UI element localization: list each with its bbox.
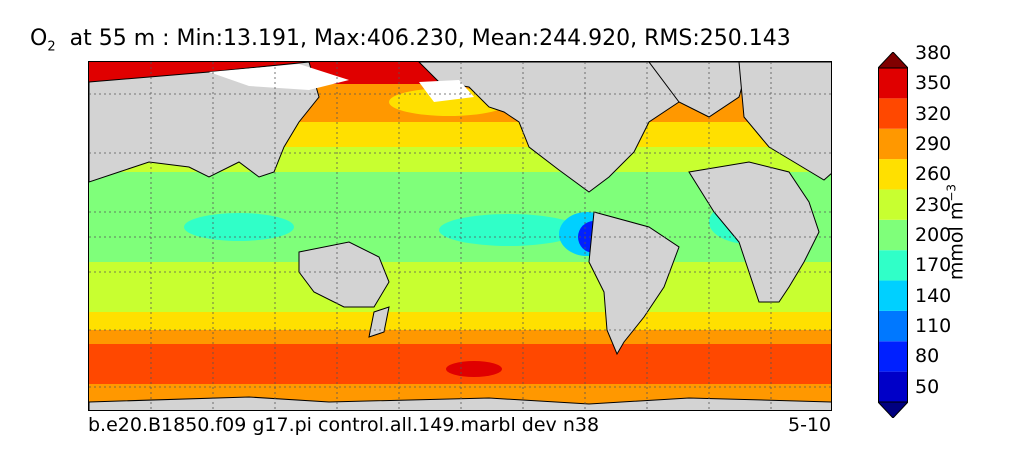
colorbar-tick-label: 350 <box>915 72 952 95</box>
colorbar-tick-label: 140 <box>915 284 952 307</box>
antarctica <box>89 396 831 410</box>
plot-title: O2 at 55 m : Min:13.191, Max:406.230, Me… <box>30 26 791 54</box>
indian-ocean-omz <box>184 213 294 241</box>
colorbar-segment <box>878 250 908 281</box>
colorbar-unit-label: mmol m−3 <box>944 183 968 281</box>
colorbar-segment <box>878 219 908 251</box>
eurasia <box>738 62 831 181</box>
colorbar-tick-label: 110 <box>915 315 952 338</box>
colorbar-tick-label: 260 <box>915 163 952 186</box>
colorbar-tick-label: 50 <box>915 375 940 398</box>
greenland <box>648 62 750 118</box>
colorbar-extend-min <box>878 401 908 418</box>
year-range: 5-10 <box>788 414 832 436</box>
colorbar-tick-label: 290 <box>915 132 952 155</box>
colorbar-tick-label: 380 <box>915 41 952 64</box>
sea-ice-patch <box>419 80 474 102</box>
title-subscript: 2 <box>47 39 56 55</box>
band-south-sub <box>89 262 831 312</box>
colorbar-segment <box>878 128 908 160</box>
sea-ice-patch <box>209 64 349 90</box>
title-text: at 55 m : Min:13.191, Max:406.230, Mean:… <box>69 26 791 51</box>
colorbar-tick-label: 320 <box>915 102 952 125</box>
colorbar-segment <box>878 189 908 220</box>
colorbar-tick-label: 200 <box>915 224 952 246</box>
graticule <box>89 62 831 410</box>
colorbar-segment <box>878 68 908 99</box>
new-zealand <box>368 306 390 338</box>
colorbar-tick-label: 80 <box>915 345 940 368</box>
colorbar-segment <box>878 280 908 311</box>
band-south-high <box>89 330 831 344</box>
colorbar-frame <box>878 67 908 403</box>
colorbar-segment <box>878 159 908 190</box>
colorbar-extend-max <box>878 52 908 69</box>
colorbar-segment <box>878 341 908 372</box>
australia <box>298 241 390 308</box>
colorbar-tick-label: 230 <box>915 193 952 216</box>
colorbar-segment <box>878 371 908 402</box>
case-name: b.e20.B1850.f09 g17.pi control.all.149.m… <box>88 414 600 436</box>
ocean-map <box>88 61 832 411</box>
south-america <box>588 211 680 356</box>
africa <box>688 161 820 303</box>
colorbar <box>878 52 908 418</box>
colorbar-segment <box>878 98 908 129</box>
title-symbol: O <box>30 26 48 51</box>
east-pacific-omz <box>439 214 579 246</box>
band-south-mid <box>89 312 831 330</box>
colorbar-segment <box>878 310 908 342</box>
southern-high-o2 <box>446 361 502 377</box>
colorbar-tick-label: 170 <box>915 254 952 277</box>
map-canvas <box>89 62 831 410</box>
